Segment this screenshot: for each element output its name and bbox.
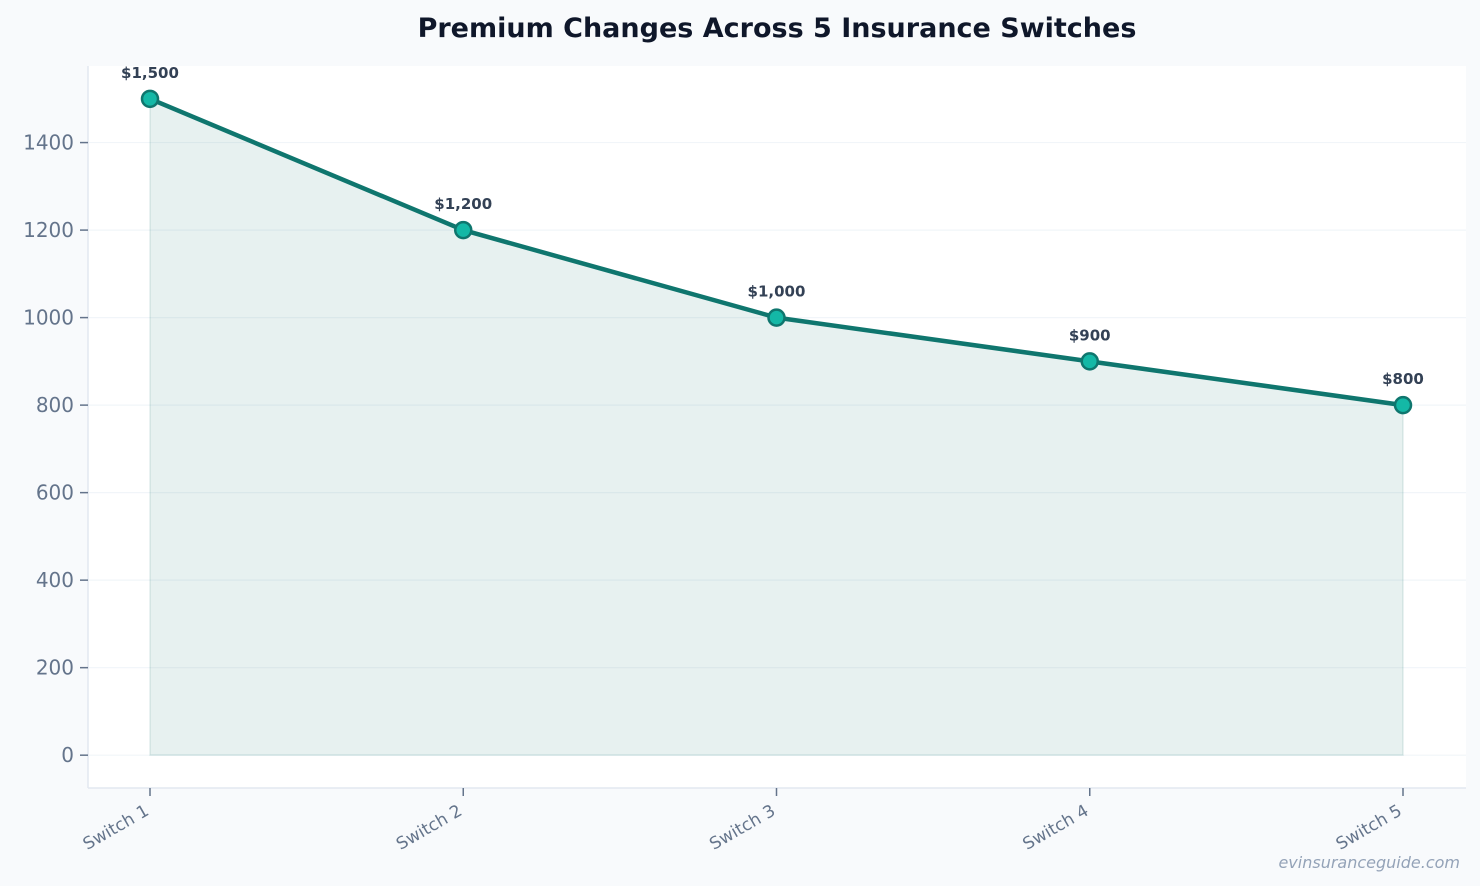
data-label: $900 xyxy=(1069,326,1111,344)
y-ticks: 0 200 400 600 800 1000 1200 1400 xyxy=(23,131,88,767)
y-tick-label: 200 xyxy=(36,656,74,680)
points xyxy=(140,89,1413,415)
x-tick-label: Switch 5 xyxy=(1333,801,1406,855)
y-tick-label: 1400 xyxy=(23,131,74,155)
data-label: $800 xyxy=(1382,370,1424,388)
x-ticks: Switch 1 Switch 2 Switch 3 Switch 4 Switch 5 xyxy=(80,788,1406,855)
y-tick-label: 1200 xyxy=(23,218,74,242)
data-point xyxy=(1080,352,1099,371)
y-tick-label: 600 xyxy=(36,481,74,505)
y-tick-label: 800 xyxy=(36,393,74,417)
chart-title: Premium Changes Across 5 Insurance Switc… xyxy=(418,13,1137,44)
data-point xyxy=(1393,395,1413,415)
data-label: $1,000 xyxy=(748,283,806,301)
data-label: $1,200 xyxy=(434,195,492,213)
y-tick-label: 400 xyxy=(36,568,74,592)
y-tick-label: 1000 xyxy=(23,306,74,330)
y-tick-label: 0 xyxy=(61,743,74,767)
watermark: evinsuranceguide.com xyxy=(1278,853,1460,872)
x-tick-label: Switch 1 xyxy=(80,801,153,855)
data-point xyxy=(454,220,473,240)
data-labels: $1,500 $1,200 $1,000 $900 $800 xyxy=(121,64,1424,388)
x-tick-label: Switch 3 xyxy=(706,801,779,855)
data-point xyxy=(767,308,786,327)
data-label: $1,500 xyxy=(121,64,179,82)
data-point xyxy=(140,89,160,109)
x-tick-label: Switch 2 xyxy=(393,801,466,855)
x-tick-label: Switch 4 xyxy=(1020,801,1093,855)
